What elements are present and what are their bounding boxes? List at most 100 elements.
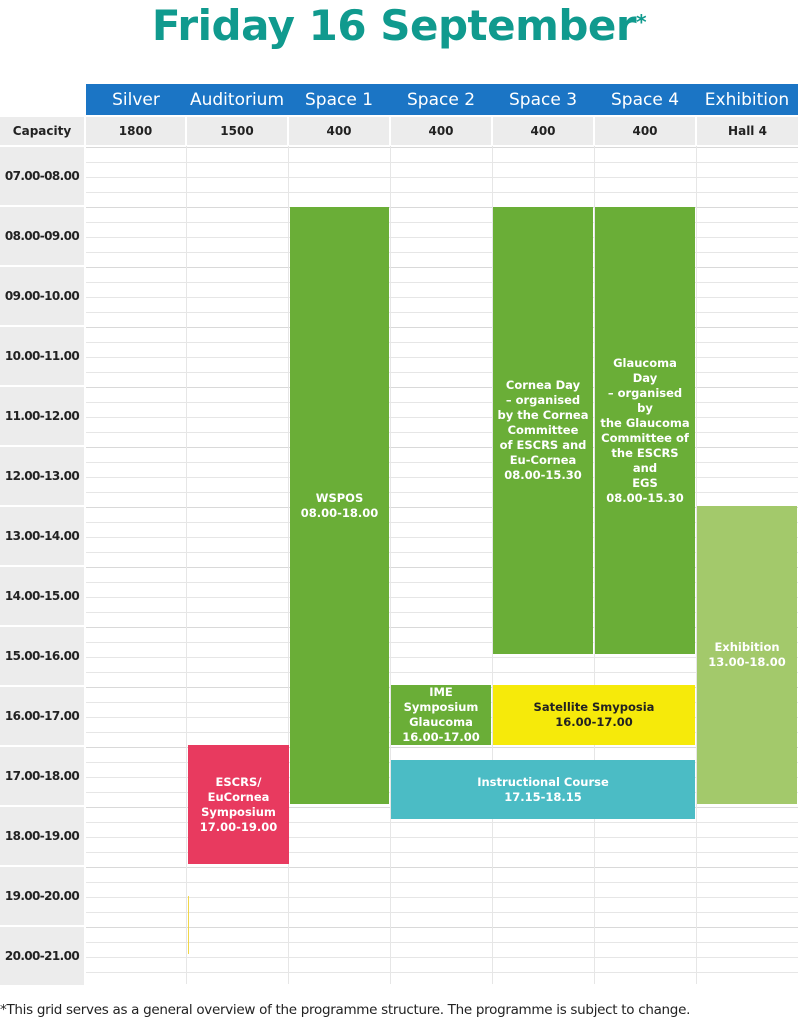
column-header-space-4: Space 4 <box>594 84 696 115</box>
grid-column-line <box>288 146 289 984</box>
session-instructional-course[interactable]: Instructional Course 17.15-18.15 <box>391 760 695 819</box>
grid-row-line <box>86 402 798 403</box>
grid-row-line <box>86 642 798 643</box>
grid-row-line <box>86 867 798 868</box>
footnote: *This grid serves as a general overview … <box>0 1002 691 1018</box>
grid-row-line <box>86 387 798 388</box>
session-label: Satellite Smyposia 16.00-17.00 <box>533 700 655 729</box>
grid-row-line <box>86 252 798 253</box>
grid-row-line <box>86 357 798 358</box>
grid-row-line <box>86 432 798 433</box>
column-header-space-1: Space 1 <box>288 84 390 115</box>
grid-row-line <box>86 417 798 418</box>
grid-row-line <box>86 837 798 838</box>
grid-row-line <box>86 147 798 148</box>
grid-row-line <box>86 192 798 193</box>
grid-row-line <box>86 747 798 748</box>
time-label: 13.00-14.00 <box>0 507 84 565</box>
grid-row-line <box>86 957 798 958</box>
capacity-auditorium: 1500 <box>187 117 287 145</box>
time-label: 20.00-21.00 <box>0 927 84 985</box>
grid-row-line <box>86 447 798 448</box>
capacity-space-1: 400 <box>289 117 389 145</box>
grid-row-line <box>86 462 798 463</box>
time-label: 08.00-09.00 <box>0 207 84 265</box>
grid-row-line <box>86 657 798 658</box>
time-label: 17.00-18.00 <box>0 747 84 805</box>
session-label: WSPOS 08.00-18.00 <box>300 490 379 520</box>
time-label: 12.00-13.00 <box>0 447 84 505</box>
grid-row-line <box>86 567 798 568</box>
session-label: Instructional Course 17.15-18.15 <box>477 774 609 804</box>
grid-row-line <box>86 507 798 508</box>
grid-row-line <box>86 552 798 553</box>
grid-column-line <box>186 146 187 984</box>
grid-column-line <box>594 146 595 984</box>
grid-row-line <box>86 537 798 538</box>
session-wspos[interactable]: WSPOS 08.00-18.00 <box>290 207 389 804</box>
session-label: Cornea Day – organised by the Cornea Commit… <box>497 378 589 482</box>
grid-row-line <box>86 177 798 178</box>
grid-row-line <box>86 372 798 373</box>
grid-row-line <box>86 852 798 853</box>
session-cornea-day[interactable]: Cornea Day – organised by the Cornea Commit… <box>493 207 593 654</box>
grid-row-line <box>86 222 798 223</box>
grid-row-line <box>86 942 798 943</box>
grid-row-line <box>86 972 798 973</box>
grid-row-line <box>86 882 798 883</box>
capacity-exhibition: Hall 4 <box>697 117 798 145</box>
session-label: ESCRS/EuCornea Symposium 17.00-19.00 <box>199 774 278 834</box>
time-label: 11.00-12.00 <box>0 387 84 445</box>
page-title: Friday 16 September* <box>151 1 647 50</box>
time-label: 09.00-10.00 <box>0 267 84 325</box>
title-footnote-marker: * <box>636 10 647 34</box>
schedule-grid: Silver Auditorium Space 1 Space 2 Space … <box>0 84 798 985</box>
grid-column-line <box>492 146 493 984</box>
session-glaucoma-day[interactable]: Glaucoma Day – organised by the Glaucoma Co… <box>595 207 695 654</box>
capacity-label: Capacity <box>0 117 84 145</box>
column-header-auditorium: Auditorium <box>186 84 288 115</box>
grid-row-line <box>86 297 798 298</box>
session-label: IME Symposium Glaucoma 16.00-17.00 <box>402 685 480 744</box>
marker-line <box>188 896 189 954</box>
grid-row-line <box>86 672 798 673</box>
session-satellite-symposia[interactable]: Satellite Smyposia 16.00-17.00 <box>493 685 695 745</box>
time-label: 16.00-17.00 <box>0 687 84 745</box>
grid-row-line <box>86 522 798 523</box>
session-exhibition[interactable]: Exhibition 13.00-18.00 <box>697 506 797 804</box>
time-label: 15.00-16.00 <box>0 627 84 685</box>
column-header-silver: Silver <box>86 84 186 115</box>
grid-row-line <box>86 477 798 478</box>
session-label: Exhibition 13.00-18.00 <box>708 640 786 669</box>
session-escrs-eucornea-symposium[interactable]: ESCRS/EuCornea Symposium 17.00-19.00 <box>188 745 289 864</box>
session-label: Glaucoma Day – organised by the Glaucoma Co… <box>600 355 690 505</box>
grid-row-line <box>86 582 798 583</box>
grid-column-line <box>390 146 391 984</box>
grid-row-line <box>86 492 798 493</box>
grid-row-line <box>86 267 798 268</box>
session-ime-symposium[interactable]: IME Symposium Glaucoma 16.00-17.00 <box>391 685 491 745</box>
grid-row-line <box>86 927 798 928</box>
grid-row-line <box>86 627 798 628</box>
grid-row-line <box>86 282 798 283</box>
grid-row-line <box>86 897 798 898</box>
grid-row-line <box>86 162 798 163</box>
column-header-space-3: Space 3 <box>492 84 594 115</box>
grid-row-line <box>86 207 798 208</box>
time-label: 14.00-15.00 <box>0 567 84 625</box>
grid-row-line <box>86 342 798 343</box>
grid-row-line <box>86 312 798 313</box>
time-label: 10.00-11.00 <box>0 327 84 385</box>
grid-row-line <box>86 597 798 598</box>
capacity-silver: 1800 <box>86 117 185 145</box>
capacity-space-4: 400 <box>595 117 695 145</box>
capacity-space-3: 400 <box>493 117 593 145</box>
grid-column-line <box>696 146 697 984</box>
capacity-space-2: 400 <box>391 117 491 145</box>
time-label: 07.00-08.00 <box>0 147 84 205</box>
grid-row-line <box>86 612 798 613</box>
column-header-exhibition: Exhibition <box>696 84 798 115</box>
time-label: 18.00-19.00 <box>0 807 84 865</box>
grid-row-line <box>86 912 798 913</box>
grid-row-line <box>86 237 798 238</box>
